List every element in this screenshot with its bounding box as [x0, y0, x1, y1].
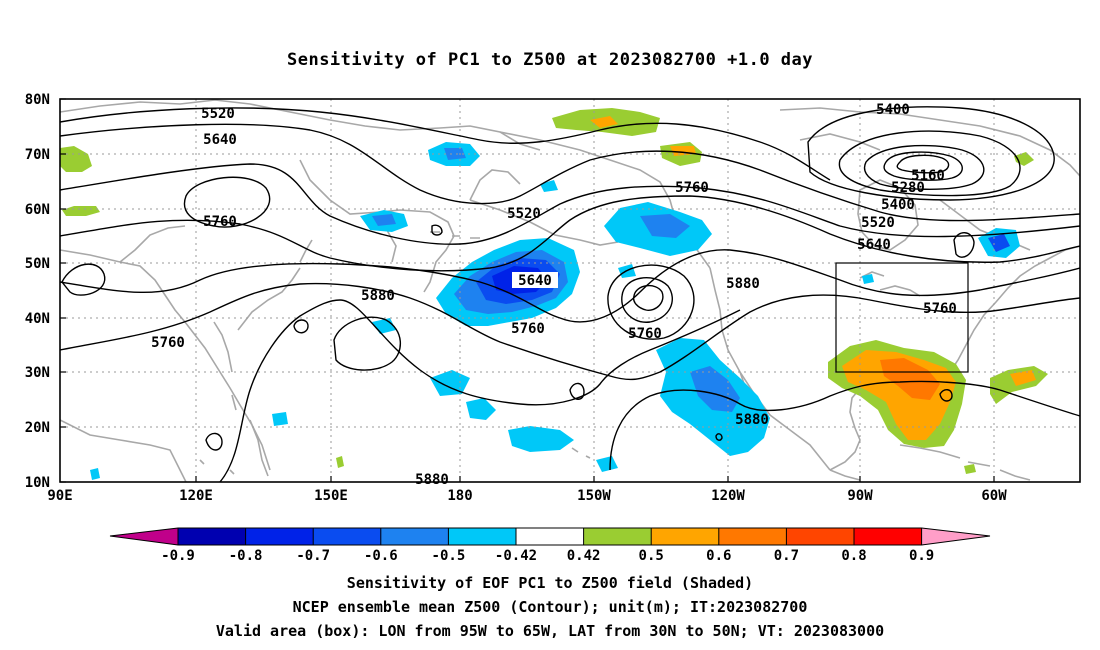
shade-negative-tiny3 — [596, 456, 618, 472]
colorbar-segment — [786, 528, 854, 545]
contour-label: 5760 — [675, 180, 709, 196]
contour-label: 5160 — [911, 168, 945, 184]
contour-label: 5520 — [507, 206, 541, 222]
lon-labels: 90E 120E 150E 180 150W 120W 90W 60W — [47, 488, 1007, 504]
colorbar-segment — [718, 528, 787, 545]
contour-label: 5880 — [361, 288, 395, 304]
colorbar-label: -0.7 — [296, 548, 330, 564]
contour-label: 5760 — [203, 214, 237, 230]
contour-label: 5760 — [628, 326, 662, 342]
lat-label: 60N — [25, 202, 50, 218]
lon-label: 150W — [577, 488, 611, 504]
footer-contour-description: NCEP ensemble mean Z500 (Contour); unit(… — [292, 598, 808, 616]
shade-negative-midpac — [430, 370, 470, 396]
shade-positive-small2 — [336, 456, 344, 468]
contour-label: 5520 — [861, 215, 895, 231]
contour-label: 5880 — [415, 472, 449, 488]
lat-label: 50N — [25, 256, 50, 272]
colorbar-label: 0.8 — [841, 548, 866, 564]
shade-positive-us-southeast-peak — [880, 358, 940, 400]
shade-positive-arctic-core — [590, 116, 618, 128]
colorbar-segment — [583, 528, 652, 545]
lat-labels: 80N 70N 60N 50N 40N 30N 20N 10N — [25, 92, 50, 491]
colorbar-segment — [178, 528, 246, 545]
footer-shading-description: Sensitivity of EOF PC1 to Z500 field (Sh… — [346, 574, 754, 592]
shade-negative-midpac2 — [466, 398, 496, 420]
shade-negative-midpac4 — [508, 426, 574, 452]
lat-label: 20N — [25, 420, 50, 436]
colorbar-min-arrow — [110, 528, 178, 545]
shade-negative-midpac3 — [372, 318, 396, 334]
lat-label: 70N — [25, 147, 50, 163]
colorbar-label: -0.6 — [364, 548, 398, 564]
colorbar-label: -0.8 — [229, 548, 263, 564]
contour-label: 5280 — [891, 180, 925, 196]
lon-label: 120W — [711, 488, 745, 504]
colorbar-label: 0.9 — [909, 548, 934, 564]
lon-label: 60W — [981, 488, 1007, 504]
contour-label: 5760 — [923, 301, 957, 317]
shade-negative-gulfalaska-core — [640, 214, 690, 238]
map-frame — [59, 98, 1081, 483]
shade-negative-bering-west-core — [444, 148, 466, 160]
contour-label: 5640 — [203, 132, 237, 148]
contour-label: 5520 — [201, 106, 235, 122]
contour-label: 5760 — [151, 335, 185, 351]
contour-label: 5880 — [735, 412, 769, 428]
colorbar-max-arrow — [921, 528, 990, 545]
shade-positive-westarctic — [60, 146, 92, 172]
colorbar-segment — [651, 528, 719, 545]
colorbar-segment — [245, 528, 314, 545]
colorbar-segment — [516, 528, 584, 545]
shade-positive-siberia — [62, 206, 100, 216]
contour-label: 5400 — [876, 102, 910, 118]
lon-label: 150E — [314, 488, 348, 504]
lat-label: 40N — [25, 311, 50, 327]
z500-contours — [60, 106, 1080, 482]
lon-label: 120E — [179, 488, 213, 504]
colorbar-label: -0.9 — [161, 548, 195, 564]
colorbar-label: 0.6 — [706, 548, 731, 564]
chart-title: Sensitivity of PC1 to Z500 at 2023082700… — [286, 50, 813, 70]
tick-marks — [60, 98, 995, 483]
contour-label: 5880 — [726, 276, 760, 292]
colorbar-label: -0.5 — [432, 548, 466, 564]
colorbar-segment — [448, 528, 516, 545]
colorbar: -0.9 -0.8 -0.7 -0.6 -0.5 -0.42 0.42 0.5 … — [109, 527, 991, 564]
colorbar-label: 0.7 — [774, 548, 799, 564]
shade-negative-small3 — [540, 180, 558, 192]
colorbar-segment — [380, 528, 449, 545]
lon-label: 90W — [847, 488, 873, 504]
contour-labels: 5520 5640 5760 5520 5760 5880 5640 5760 … — [151, 102, 957, 488]
shade-negative-kamchatka-core — [372, 214, 396, 226]
lat-label: 10N — [25, 475, 50, 491]
lon-label: 90E — [47, 488, 72, 504]
colorbar-label: 0.42 — [567, 548, 601, 564]
shade-positive-atlantic-core — [1010, 370, 1036, 386]
shade-negative-small1 — [272, 412, 288, 426]
shade-positive-small — [964, 464, 976, 474]
valid-area-box — [835, 262, 969, 373]
shade-negative-tiny2 — [90, 468, 100, 480]
lat-label: 30N — [25, 365, 50, 381]
sensitivity-shading — [60, 108, 1048, 480]
colorbar-label: -0.42 — [495, 548, 537, 564]
coastlines — [60, 99, 1080, 482]
contour-label: 5640 — [857, 237, 891, 253]
lat-label: 80N — [25, 92, 50, 108]
colorbar-segment — [313, 528, 381, 545]
gridlines — [60, 99, 1080, 482]
shade-negative-tiny1 — [862, 274, 874, 284]
contour-label: 5400 — [881, 197, 915, 213]
contour-label: 5760 — [511, 321, 545, 337]
footer-valid-area: Valid area (box): LON from 95W to 65W, L… — [215, 622, 885, 640]
lon-label: 180 — [447, 488, 472, 504]
colorbar-segment — [854, 528, 922, 545]
colorbar-label: 0.5 — [639, 548, 664, 564]
contour-label: 5640 — [518, 273, 552, 289]
